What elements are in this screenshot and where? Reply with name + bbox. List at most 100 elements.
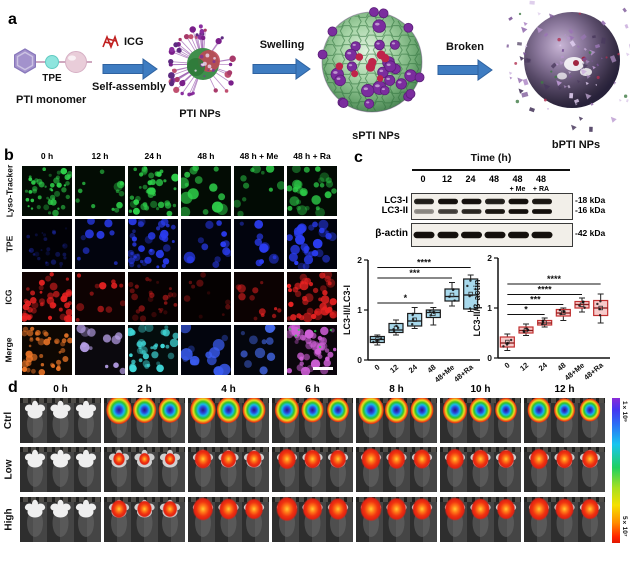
fluorescence-signal bbox=[529, 448, 549, 470]
mouse-image bbox=[360, 447, 433, 487]
x-tick-label: 48+Ra bbox=[582, 360, 606, 380]
fluorescence-image bbox=[128, 219, 178, 269]
mouse-image-cell bbox=[20, 398, 101, 443]
y-tick-label: 2 bbox=[357, 255, 362, 265]
y-tick-label: 0 bbox=[487, 353, 492, 363]
data-point bbox=[428, 309, 432, 312]
d-row-label: Ctrl bbox=[0, 398, 18, 443]
fluorescence-image bbox=[128, 166, 178, 216]
b-row-label: Merge bbox=[0, 325, 18, 375]
mouse-image-cell bbox=[188, 447, 269, 492]
fluorescence-signal bbox=[555, 449, 574, 469]
fluorescence-signal bbox=[413, 448, 431, 470]
fluorescence-image bbox=[234, 219, 284, 269]
data-point bbox=[598, 307, 601, 311]
data-point bbox=[509, 338, 513, 342]
mouse-image bbox=[192, 449, 265, 487]
fluorescence-signal bbox=[410, 398, 434, 424]
x-tick-label: 12 bbox=[518, 361, 530, 373]
mouse-image-cell bbox=[104, 398, 185, 443]
fluorescence-cell bbox=[181, 219, 231, 269]
colorbar-min-label: 5×10⁷ bbox=[621, 516, 628, 537]
fluorescence-signal bbox=[274, 398, 300, 424]
mouse-image bbox=[358, 398, 434, 438]
fluorescence-cell bbox=[287, 325, 337, 375]
fluorescence-signal bbox=[162, 500, 178, 518]
data-point bbox=[411, 318, 415, 321]
fluorescence-image bbox=[181, 325, 231, 375]
fluorescence-signal bbox=[164, 452, 176, 466]
data-point bbox=[453, 299, 456, 302]
data-point bbox=[581, 300, 585, 304]
significance-stars: **** bbox=[417, 258, 432, 268]
data-point bbox=[411, 313, 414, 317]
data-point bbox=[541, 319, 544, 323]
blot-lane-label: 48 bbox=[488, 174, 499, 184]
mouse-image bbox=[528, 448, 601, 487]
data-point bbox=[502, 345, 505, 348]
blot-kda-label: -16 kDa bbox=[575, 205, 606, 215]
fluorescence-signal bbox=[242, 398, 266, 424]
data-point bbox=[562, 310, 565, 314]
box bbox=[407, 312, 423, 327]
self-assembly-arrow bbox=[102, 58, 158, 80]
fluorescence-signal bbox=[386, 497, 407, 521]
spti-nps-label: sPTI NPs bbox=[352, 130, 400, 142]
panel-b-label: b bbox=[4, 147, 14, 164]
d-col-header: 4 h bbox=[221, 384, 236, 395]
data-point bbox=[448, 295, 451, 298]
b-col-header: 48 h + Me bbox=[239, 151, 279, 161]
b-col-header: 48 h bbox=[197, 151, 215, 161]
blot-lane-label: 48 bbox=[535, 174, 546, 184]
fluorescence-signal bbox=[471, 449, 490, 469]
self-assembly-label: Self-assembly bbox=[92, 81, 166, 93]
mouse-image bbox=[24, 499, 97, 537]
mouse-image bbox=[274, 398, 350, 438]
fluorescence-signal bbox=[527, 398, 551, 424]
fluorescence-signal bbox=[192, 497, 214, 521]
d-row-label-text: High bbox=[3, 508, 15, 531]
data-point bbox=[429, 314, 432, 317]
significance-stars: *** bbox=[530, 295, 541, 305]
data-point bbox=[599, 300, 602, 303]
mouse-image bbox=[24, 400, 97, 438]
y-tick-label: 2 bbox=[487, 253, 492, 263]
mouse-image bbox=[528, 497, 601, 537]
x-tick-label: 24 bbox=[407, 362, 420, 375]
fluorescence-signal bbox=[387, 448, 406, 470]
fluorescence-image bbox=[128, 325, 178, 375]
data-point bbox=[451, 288, 455, 292]
mouse-image bbox=[108, 449, 181, 487]
fluorescence-signal bbox=[302, 497, 323, 521]
bpti-nps-label: bPTI NPs bbox=[551, 139, 601, 151]
fluorescence-cell bbox=[75, 166, 125, 216]
mouse-image bbox=[190, 398, 266, 438]
data-point bbox=[583, 306, 586, 309]
data-point bbox=[526, 328, 530, 332]
fluorescence-cell bbox=[22, 219, 72, 269]
fluorescence-image bbox=[287, 219, 337, 269]
x-tick-label: 0 bbox=[373, 363, 382, 373]
y-tick-label: 1 bbox=[487, 303, 492, 313]
panel-d-label: d bbox=[8, 379, 18, 396]
b-col-header: 0 h bbox=[40, 151, 54, 161]
mouse-image-cell bbox=[440, 497, 521, 542]
tpe-hexagon-icon bbox=[14, 48, 37, 74]
fluorescence-signal bbox=[442, 398, 468, 424]
spti-nps-graphic bbox=[317, 7, 425, 113]
mouse-image-cell bbox=[104, 497, 185, 542]
pti-nps-graphic bbox=[168, 24, 236, 97]
fluorescence-signal bbox=[244, 498, 264, 520]
fluorescence-cell bbox=[75, 325, 125, 375]
d-row-label: Low bbox=[0, 447, 18, 492]
tpe-label: TPE bbox=[42, 73, 62, 84]
fluorescence-image bbox=[75, 166, 125, 216]
fluorescence-signal bbox=[326, 398, 350, 423]
d-col-header: 8 h bbox=[389, 384, 404, 395]
data-point bbox=[410, 323, 414, 326]
blot-lane-label: 0 bbox=[420, 174, 426, 184]
fluorescence-signal bbox=[110, 499, 128, 519]
data-point bbox=[466, 284, 469, 288]
b-col-header: 24 h bbox=[144, 151, 162, 161]
